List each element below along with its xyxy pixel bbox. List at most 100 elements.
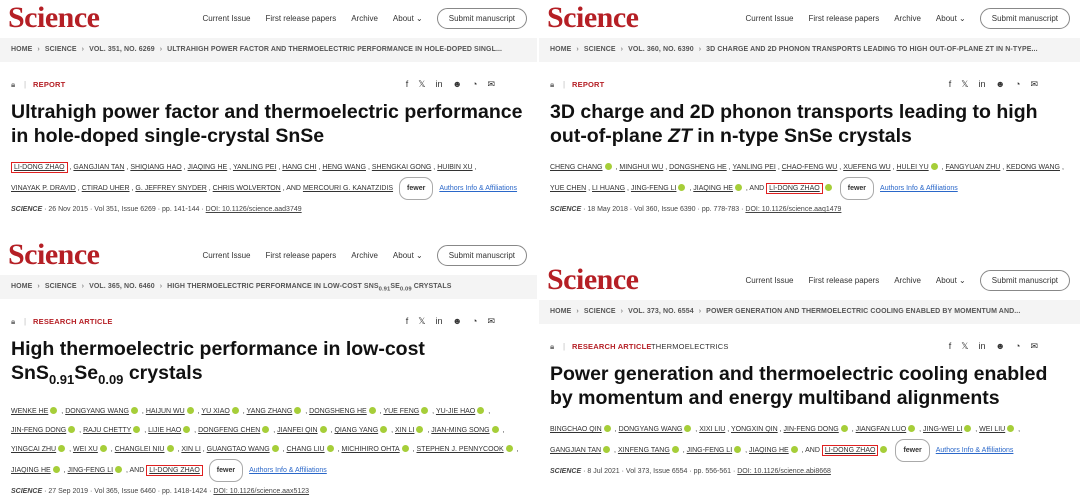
orcid-icon[interactable] bbox=[133, 425, 141, 433]
nav-first-release[interactable]: First release papers bbox=[808, 276, 880, 285]
nav-archive[interactable]: Archive bbox=[351, 251, 378, 260]
fewer-button[interactable]: fewer bbox=[399, 177, 434, 200]
author-link[interactable]: YUE CHEN bbox=[550, 185, 587, 192]
fewer-button[interactable]: fewer bbox=[208, 458, 244, 482]
linkedin-icon[interactable]: in bbox=[435, 79, 443, 89]
author-link[interactable]: JING-FENG LI bbox=[686, 447, 733, 454]
reddit-icon[interactable]: ☻ bbox=[452, 316, 463, 326]
science-logo[interactable]: Science bbox=[8, 238, 100, 271]
nav-about[interactable]: About ⌄ bbox=[392, 251, 423, 260]
breadcrumb-item[interactable]: SCIENCE bbox=[583, 308, 616, 315]
author-link[interactable]: HANG CHI bbox=[282, 164, 317, 171]
submit-manuscript-button[interactable]: Submit manuscript bbox=[979, 8, 1070, 29]
orcid-icon[interactable] bbox=[734, 446, 742, 453]
orcid-icon[interactable] bbox=[50, 406, 58, 414]
author-link[interactable]: VINAYAK P. DRAVID bbox=[11, 185, 76, 192]
author-link[interactable]: KEDONG WANG bbox=[1006, 164, 1060, 171]
highlighted-author[interactable]: LI-DONG ZHAO bbox=[821, 445, 879, 456]
author-link[interactable]: YU-JIE HAO bbox=[435, 407, 476, 415]
author-link[interactable]: YINGCAI ZHU bbox=[11, 445, 57, 453]
nav-archive[interactable]: Archive bbox=[894, 276, 921, 285]
breadcrumb-item[interactable]: HOME bbox=[550, 46, 572, 53]
orcid-icon[interactable] bbox=[671, 446, 679, 453]
orcid-icon[interactable] bbox=[880, 446, 888, 453]
facebook-icon[interactable]: f bbox=[948, 341, 952, 351]
breadcrumb-item[interactable]: VOL. 373, NO. 6554 bbox=[628, 308, 694, 315]
author-link[interactable]: WEI XU bbox=[72, 445, 98, 453]
orcid-icon[interactable] bbox=[183, 425, 191, 433]
author-link[interactable]: YU XIAO bbox=[201, 407, 230, 415]
email-icon[interactable]: ✉ bbox=[1030, 341, 1038, 351]
orcid-icon[interactable] bbox=[603, 425, 611, 432]
nav-about[interactable]: About ⌄ bbox=[392, 14, 423, 23]
orcid-icon[interactable] bbox=[964, 425, 972, 432]
orcid-icon[interactable] bbox=[401, 444, 409, 452]
author-link[interactable]: MERCOURI G. KANATZIDIS bbox=[302, 185, 394, 192]
author-link[interactable]: JIANGFAN LUO bbox=[855, 426, 907, 433]
author-link[interactable]: DONGYANG WANG bbox=[65, 407, 129, 415]
author-link[interactable]: WENKE HE bbox=[11, 407, 49, 415]
author-link[interactable]: JING-FENG LI bbox=[630, 185, 677, 192]
author-link[interactable]: YONGXIN QIN bbox=[731, 426, 778, 433]
linkedin-icon[interactable]: in bbox=[978, 79, 986, 89]
nav-first-release[interactable]: First release papers bbox=[808, 14, 880, 23]
orcid-icon[interactable] bbox=[52, 465, 60, 473]
orcid-icon[interactable] bbox=[678, 184, 686, 191]
orcid-icon[interactable] bbox=[166, 444, 174, 452]
author-link[interactable]: BINGCHAO QIN bbox=[550, 426, 602, 433]
author-link[interactable]: CHENG CHANG bbox=[550, 164, 603, 171]
author-link[interactable]: HENG WANG bbox=[322, 164, 366, 171]
author-link[interactable]: SHIQIANG HAO bbox=[130, 164, 182, 171]
orcid-icon[interactable] bbox=[326, 444, 334, 452]
reddit-icon[interactable]: ☻ bbox=[995, 79, 1006, 89]
author-link[interactable]: XUEFENG WU bbox=[843, 164, 891, 171]
orcid-icon[interactable] bbox=[477, 406, 485, 414]
author-link[interactable]: FANGYUAN ZHU bbox=[945, 164, 1001, 171]
author-link[interactable]: WEI LIU bbox=[979, 426, 1006, 433]
breadcrumb-item[interactable]: VOL. 360, NO. 6390 bbox=[628, 46, 694, 53]
author-link[interactable]: DONGFENG CHEN bbox=[198, 426, 261, 434]
author-link[interactable]: MICHIHIRO OHTA bbox=[341, 445, 400, 453]
author-link[interactable]: YANLING PEI bbox=[232, 164, 277, 171]
breadcrumb-item[interactable]: HOME bbox=[550, 308, 572, 315]
wechat-icon[interactable]: ◔ bbox=[1015, 79, 1021, 89]
author-link[interactable]: XIXI LIU bbox=[699, 426, 726, 433]
orcid-icon[interactable] bbox=[130, 406, 138, 414]
facebook-icon[interactable]: f bbox=[405, 79, 409, 89]
highlighted-author[interactable]: LI-DONG ZHAO bbox=[766, 183, 823, 194]
author-link[interactable]: CTIRAD UHER bbox=[81, 185, 130, 192]
orcid-icon[interactable] bbox=[416, 425, 424, 433]
orcid-icon[interactable] bbox=[115, 465, 123, 473]
author-link[interactable]: LIJIE HAO bbox=[148, 426, 182, 434]
email-icon[interactable]: ✉ bbox=[487, 79, 495, 89]
email-icon[interactable]: ✉ bbox=[1030, 79, 1038, 89]
orcid-icon[interactable] bbox=[930, 163, 938, 170]
authors-affiliations-link[interactable]: Authors Info & Affiliations bbox=[249, 466, 327, 474]
nav-current-issue[interactable]: Current Issue bbox=[202, 251, 251, 260]
author-link[interactable]: HUIBIN XU bbox=[437, 164, 473, 171]
author-link[interactable]: HAIJUN WU bbox=[145, 407, 185, 415]
author-link[interactable]: JIAQING HE bbox=[187, 164, 228, 171]
orcid-icon[interactable] bbox=[58, 444, 66, 452]
orcid-icon[interactable] bbox=[262, 425, 270, 433]
orcid-icon[interactable] bbox=[271, 444, 279, 452]
author-link[interactable]: MINGHUI WU bbox=[619, 164, 664, 171]
twitter-icon[interactable]: 𝕏 bbox=[961, 79, 969, 89]
author-link[interactable]: JIAQING HE bbox=[693, 185, 733, 192]
author-link[interactable]: YANLING PEI bbox=[732, 164, 776, 171]
author-link[interactable]: JIAQING HE bbox=[11, 466, 51, 474]
science-logo[interactable]: Science bbox=[547, 1, 639, 34]
author-link[interactable]: GANGJIAN TAN bbox=[550, 447, 602, 454]
orcid-icon[interactable] bbox=[790, 446, 798, 453]
nav-first-release[interactable]: First release papers bbox=[265, 14, 337, 23]
nav-about[interactable]: About ⌄ bbox=[935, 276, 966, 285]
orcid-icon[interactable] bbox=[186, 406, 194, 414]
wechat-icon[interactable]: ◔ bbox=[1015, 341, 1021, 351]
author-link[interactable]: CHAO-FENG WU bbox=[781, 164, 838, 171]
submit-manuscript-button[interactable]: Submit manuscript bbox=[979, 270, 1070, 291]
orcid-icon[interactable] bbox=[368, 406, 376, 414]
author-link[interactable]: JIN-FENG DONG bbox=[11, 426, 67, 434]
author-link[interactable]: STEPHEN J. PENNYCOOK bbox=[416, 445, 504, 453]
fewer-button[interactable]: fewer bbox=[839, 177, 875, 200]
author-link[interactable]: JIAQING HE bbox=[749, 447, 789, 454]
